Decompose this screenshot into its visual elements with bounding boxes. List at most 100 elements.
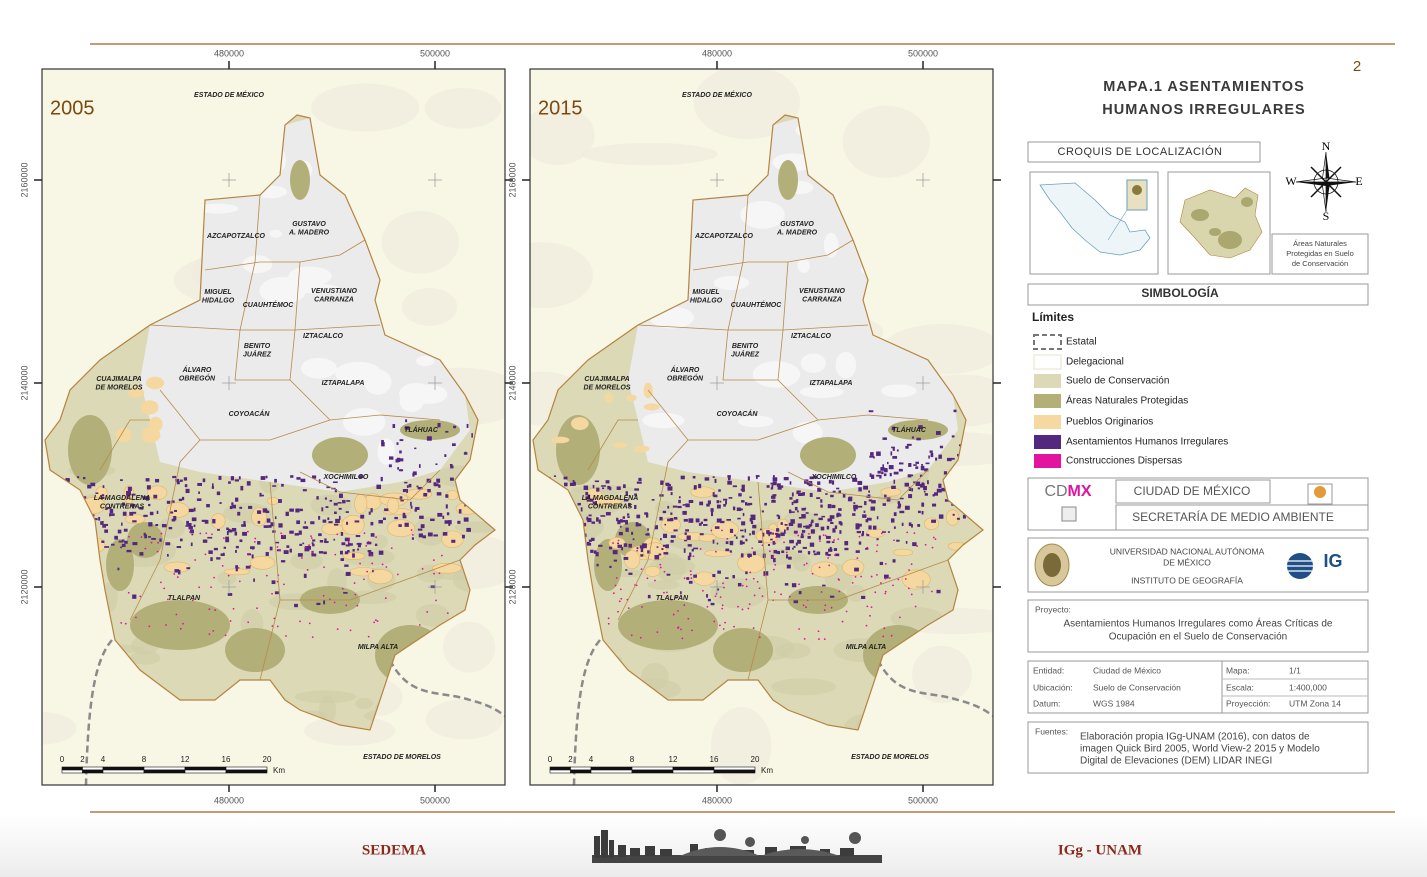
irregular-settlement [717,570,721,574]
dispersed-construction [376,620,379,623]
urban-relief [642,412,685,429]
irregular-settlement [359,475,364,479]
irregular-settlement [831,504,836,509]
dispersed-construction [722,582,724,585]
irregular-settlement [148,522,153,527]
dispersed-construction [280,532,283,535]
irregular-settlement [585,491,589,496]
dispersed-construction [908,569,911,571]
delegation-label: LA MAGDALENA [94,495,151,502]
irregular-settlement [324,497,327,500]
irregular-settlement [688,518,694,523]
y-coordinate: 2160000 [507,162,517,197]
delegation-label: TLALPAN [656,595,689,602]
metadata-box [1027,660,1369,714]
irregular-settlement [893,512,897,517]
irregular-settlement [65,478,70,482]
irregular-settlement [408,483,412,488]
delegation-label: CUAUHTÉMOC [243,300,294,309]
dispersed-construction [892,584,894,587]
dispersed-construction [683,577,686,580]
legend-label: Áreas Naturales Protegidas [1066,394,1188,407]
relief [310,494,352,516]
sources-box [1027,721,1369,774]
irregular-settlement [299,543,303,546]
irregular-settlement [296,520,301,525]
dispersed-construction [785,551,788,554]
irregular-settlement [833,548,838,551]
irregular-settlement [918,425,923,430]
irregular-settlement [347,542,350,545]
dispersed-construction [906,531,909,534]
legend-swatch [1033,354,1062,370]
dispersed-construction [359,562,361,565]
irregular-settlement [815,523,819,527]
irregular-settlement [794,506,798,511]
irregular-settlement [938,514,944,519]
irregular-settlement [591,521,596,524]
irregular-settlement [348,543,353,546]
irregular-settlement [827,504,832,509]
delegation-boundary [787,469,929,501]
dispersed-construction [749,571,752,574]
original-town [643,403,660,411]
dispersed-construction [737,605,739,608]
irregular-settlement [437,512,443,517]
delegation-label: VENUSTIANO [311,288,357,295]
x-coordinate: 500000 [420,48,450,58]
cdmx-logo-part: MX [1068,483,1092,500]
sources-text: imagen Quick Bird 2005, World View-2 201… [1080,744,1320,755]
irregular-settlement [801,514,806,519]
original-town [432,563,462,574]
scale-label: 16 [222,755,231,764]
irregular-settlement [924,468,929,472]
irregular-settlement [793,600,799,604]
irregular-settlement [887,531,890,533]
dispersed-construction [363,532,366,535]
original-town [634,445,650,453]
irregular-settlement [228,529,233,533]
irregular-settlement [818,535,821,540]
irregular-settlement [740,529,744,532]
irregular-settlement [327,517,330,521]
irregular-settlement [334,511,337,514]
irregular-settlement [855,550,860,553]
original-town [321,522,343,535]
irregular-settlement [596,563,599,567]
irregular-settlement [417,528,423,531]
relief [425,699,503,740]
irregular-settlement [274,478,277,483]
dispersed-construction [160,532,163,535]
irregular-settlement [266,518,271,523]
irregular-settlement [932,503,937,507]
irregular-settlement [699,533,704,536]
dispersed-construction [636,549,639,552]
dispersed-construction [167,598,169,601]
irregular-settlement [651,499,655,501]
dispersed-construction [681,637,684,640]
irregular-settlement [580,507,583,512]
irregular-settlement [951,435,955,438]
delegation-label: IZTAPALAPA [322,380,365,387]
irregular-settlement [686,577,690,580]
dispersed-construction [222,537,225,540]
dispersed-construction [120,622,123,624]
irregular-settlement [801,492,804,496]
x-coordinate: 480000 [702,48,732,58]
irregular-settlement [656,546,659,548]
dispersed-construction [747,607,750,610]
legend-swatch [1034,435,1061,449]
irregular-settlement [231,527,237,532]
urban-relief [797,258,810,273]
dispersed-construction [640,568,643,570]
dispersed-construction [253,540,256,543]
irregular-settlement [399,450,402,454]
irregular-settlement [868,490,871,493]
irregular-settlement [682,510,687,515]
dispersed-construction [617,610,619,613]
irregular-settlement [798,550,803,553]
irregular-settlement [916,481,919,484]
irregular-settlement [223,546,227,549]
irregular-settlement [167,553,169,557]
dispersed-construction [189,531,191,533]
